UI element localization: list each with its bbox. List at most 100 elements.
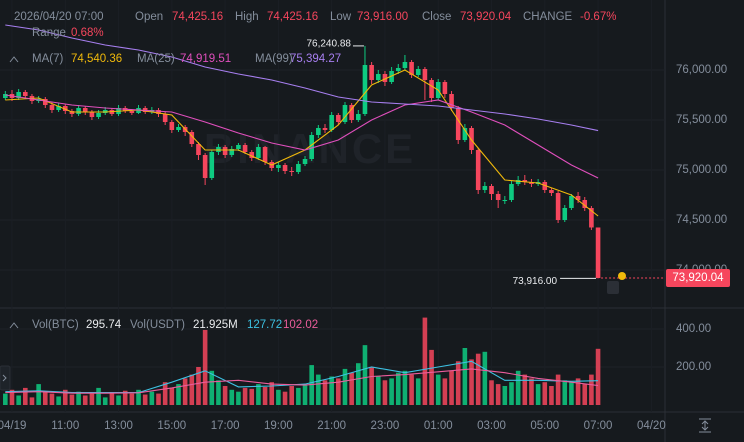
candle-body [256, 147, 261, 158]
candle-body [282, 165, 288, 171]
candle-body [96, 113, 101, 117]
x-tick-label: 11:00 [51, 420, 79, 432]
candle-body [422, 69, 428, 80]
candle-body [196, 144, 201, 155]
candle-body [589, 208, 594, 228]
collapse-icon[interactable] [9, 56, 19, 63]
legend-name: MA(7) [32, 53, 63, 65]
x-tick-label: 01:00 [424, 420, 453, 432]
volume-bar [382, 380, 388, 405]
candle-body [23, 92, 28, 96]
volume-bar [249, 388, 255, 405]
volume-tick-label: 400.00 [676, 323, 711, 335]
side-toggle[interactable] [0, 365, 11, 391]
candle-body [529, 182, 534, 184]
candle-body [162, 114, 168, 122]
volume-bar [409, 374, 414, 405]
volume-bar [302, 384, 308, 405]
x-tick-label: 17:00 [211, 420, 240, 432]
candle-body [89, 112, 95, 117]
volume-bar [169, 387, 175, 405]
low-value: 73,916.00 [357, 11, 408, 23]
volume-bar [489, 380, 494, 405]
volume-bar [462, 348, 468, 405]
legend-name: MA(99) [255, 53, 293, 65]
volume-tick-label: 200.00 [676, 361, 711, 373]
volume-bar [42, 391, 48, 405]
alert-dot[interactable] [618, 272, 626, 280]
candle-body [156, 110, 161, 114]
volume-bar [402, 370, 408, 405]
volume-legend-value: 295.74 [86, 319, 122, 331]
volume-ma-legend: 102.02 [283, 319, 318, 331]
candle-body [562, 208, 568, 220]
change-value: -0.67% [580, 11, 616, 23]
candle-body [595, 227, 601, 278]
order-icon[interactable] [607, 281, 619, 294]
volume-bar [475, 353, 481, 405]
close-value: 73,920.04 [460, 11, 512, 23]
volume-legend-name: Vol(USDT) [130, 319, 185, 331]
volume-bar [156, 393, 161, 405]
volume-bar [296, 387, 301, 405]
volume-bar [189, 374, 195, 405]
volume-bar [562, 380, 568, 405]
candle-body [502, 200, 508, 201]
change-label: CHANGE [523, 11, 573, 23]
volume-bar [242, 387, 248, 405]
legend-value: 74,919.51 [180, 53, 231, 65]
volume-bar [209, 370, 215, 405]
collapse-icon[interactable] [9, 322, 19, 329]
volume-bar [535, 384, 541, 405]
candle-body [242, 145, 248, 152]
volume-bar [316, 374, 321, 405]
volume-bar [109, 392, 115, 405]
volume-ma-line [5, 360, 599, 394]
candle-body [289, 171, 295, 172]
candle-body [42, 99, 48, 105]
legend-value: 75,394.27 [290, 53, 341, 65]
volume-bar [102, 397, 108, 405]
volume-bar [82, 395, 88, 405]
y-tick-label: 75,500.00 [676, 114, 727, 126]
candle-body [249, 152, 255, 158]
candle-body [356, 114, 361, 120]
x-tick-label: 04/20 [637, 420, 666, 432]
volume-bar [262, 386, 268, 405]
volume-bar [322, 380, 328, 405]
candle-body [236, 145, 241, 149]
volume-bar [482, 351, 488, 405]
volume-bar [469, 359, 474, 405]
candle-body [336, 115, 341, 122]
volume-bar [236, 391, 241, 405]
x-tick-label: 04/19 [0, 420, 26, 432]
volume-bar [142, 394, 148, 405]
x-tick-label: 13:00 [104, 420, 133, 432]
volume-bar [16, 395, 21, 405]
candle-body [309, 135, 314, 159]
volume-bar [256, 384, 261, 405]
volume-bar [375, 376, 381, 405]
candle-body [462, 128, 468, 140]
volume-bar [176, 384, 181, 405]
candle-body [202, 155, 208, 178]
volume-bar [429, 349, 434, 405]
candle-body [575, 196, 581, 200]
volume-bar [389, 378, 394, 405]
volume-bar [162, 382, 168, 405]
candle-body [455, 108, 461, 140]
candle-body [375, 74, 381, 80]
volume-bar [515, 370, 521, 405]
volume-bar [595, 348, 601, 405]
candle-body [62, 106, 68, 111]
volume-bar [395, 372, 401, 405]
candle-body [569, 196, 574, 208]
candle-body [482, 186, 488, 190]
high-label: High [235, 11, 259, 23]
y-tick-label: 76,000.00 [676, 64, 727, 76]
candle-body [449, 94, 454, 108]
candle-body [549, 190, 554, 193]
reset-icon[interactable] [699, 418, 711, 433]
range-value: 0.68% [71, 27, 104, 39]
candle-body [322, 128, 328, 130]
